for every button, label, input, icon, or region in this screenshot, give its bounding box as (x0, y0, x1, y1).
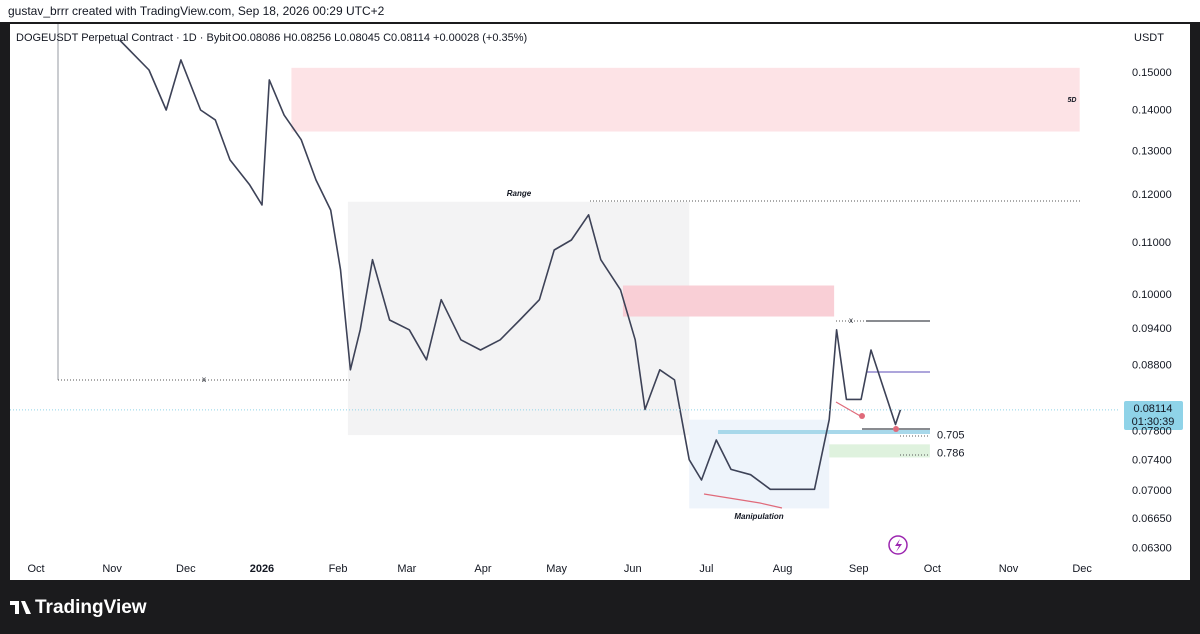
y-tick-label: 0.09400 (1132, 323, 1172, 335)
x-tick-label: 2026 (250, 563, 274, 575)
x-tick-label: Apr (474, 563, 491, 575)
drawing-dot (893, 426, 899, 432)
y-tick-label: 0.14000 (1132, 105, 1172, 117)
drawing-line (835, 401, 863, 418)
fib-label: 0.705 (937, 430, 965, 442)
x-tick-label: Nov (102, 563, 122, 575)
alert-icon[interactable] (888, 535, 908, 555)
x-tick-label: May (546, 563, 567, 575)
y-tick-label: 0.13000 (1132, 145, 1172, 157)
y-tick-label: 0.08800 (1132, 359, 1172, 371)
fib-label: 0.786 (937, 448, 965, 460)
marker: x (202, 375, 206, 384)
y-tick-label: 0.11000 (1132, 237, 1171, 249)
zone-label: Range (507, 189, 532, 198)
y-tick-label: 0.12000 (1132, 189, 1172, 201)
drawing-line (703, 493, 783, 509)
x-tick-label: Aug (773, 563, 793, 575)
price-label-box (1124, 401, 1183, 430)
header-text: gustav_brrr created with TradingView.com… (8, 4, 385, 18)
logo (10, 601, 31, 614)
x-tick-label: Dec (1072, 563, 1092, 575)
y-tick-label: 0.07400 (1132, 454, 1172, 466)
logo-mark (10, 601, 31, 614)
y-tick-label: 0.07000 (1132, 485, 1172, 497)
top-bar (0, 0, 1200, 22)
x-tick-label: Oct (924, 563, 941, 575)
x-tick-label: Jul (699, 563, 713, 575)
x-tick-label: Mar (397, 563, 416, 575)
drawings (57, 24, 1080, 555)
zone-label: Manipulation (734, 512, 783, 521)
price-line (118, 39, 902, 491)
x-tick-label: Nov (999, 563, 1019, 575)
currency-box[interactable] (1120, 24, 1190, 52)
countdown: 01:30:39 (1132, 416, 1175, 428)
footer-logo: TradingView (35, 597, 147, 618)
zone (829, 444, 930, 458)
x-tick-label: Feb (329, 563, 348, 575)
y-tick-label: 0.07800 (1132, 425, 1172, 437)
y-tick-label: 0.10000 (1132, 289, 1172, 301)
zone (347, 201, 690, 436)
x-tick-label: Jun (624, 563, 642, 575)
zone (291, 67, 1080, 132)
y-tick-label: 0.06650 (1132, 513, 1172, 525)
x-tick-label: Sep (849, 563, 869, 575)
y-tick-label: 0.06300 (1132, 543, 1172, 555)
x-tick-label: Oct (27, 563, 44, 575)
zone (689, 419, 830, 509)
y-tick-label: 0.15000 (1132, 67, 1172, 79)
drawing-dot (859, 413, 865, 419)
last-price: 0.08114 (1134, 403, 1173, 415)
chart-title: DOGEUSDT Perpetual Contract · 1D · Bybit (16, 32, 231, 44)
alert-icon-bolt (895, 539, 902, 552)
zone (622, 285, 835, 317)
x-tick-label: Dec (176, 563, 196, 575)
zone-label: 5D (1068, 97, 1077, 104)
currency: USDT (1134, 32, 1164, 44)
ohlc-values: O0.08086 H0.08256 L0.08045 C0.08114 +0.0… (232, 32, 527, 44)
marker: x (849, 316, 853, 325)
